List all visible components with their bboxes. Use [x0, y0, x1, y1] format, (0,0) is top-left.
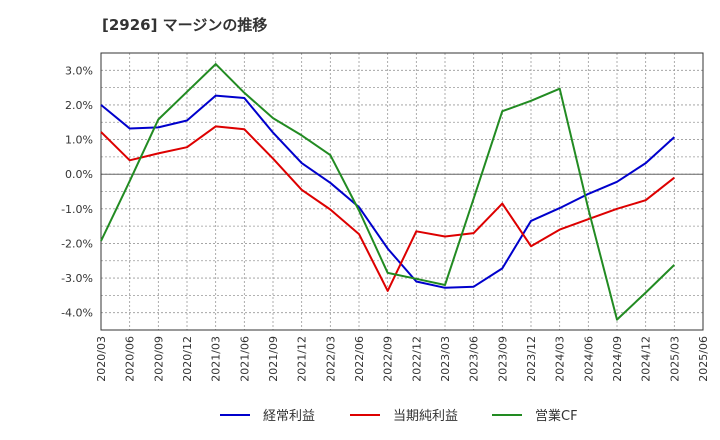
y-tick-label: 3.0% — [65, 64, 93, 77]
y-tick-label: -1.0% — [61, 203, 93, 216]
legend-label-1: 経常利益 — [263, 409, 315, 424]
legend-label-2: 当期純利益 — [393, 409, 458, 424]
x-tick-label: 2023/12 — [525, 336, 538, 382]
y-tick-label: -3.0% — [61, 272, 93, 285]
x-tick-label: 2023/06 — [468, 336, 481, 382]
x-tick-label: 2020/09 — [152, 336, 165, 382]
x-tick-label: 2024/03 — [554, 336, 567, 382]
x-tick-label: 2020/03 — [95, 336, 108, 382]
x-tick-label: 2021/09 — [267, 336, 280, 382]
x-tick-label: 2022/06 — [353, 336, 366, 382]
plot-border — [100, 52, 704, 331]
y-tick-label: 2.0% — [65, 99, 93, 112]
series-lines — [100, 63, 675, 321]
x-tick-label: 2025/03 — [668, 336, 681, 382]
x-tick-label: 2020/12 — [181, 336, 194, 382]
legend-label-3: 営業CF — [535, 408, 578, 424]
x-tick-label: 2022/09 — [382, 336, 395, 382]
x-tick-label: 2023/03 — [439, 336, 452, 382]
series-line-2 — [100, 125, 675, 292]
x-tick-label: 2022/12 — [410, 336, 423, 382]
x-tick-label: 2025/06 — [697, 336, 710, 382]
legend: 経常利益 当期純利益 営業CF — [220, 408, 578, 424]
chart-title: [2926] マージンの推移 — [102, 16, 268, 34]
y-tick-label: -2.0% — [61, 237, 93, 250]
x-tick-label: 2021/12 — [296, 336, 309, 382]
y-tick-label: -4.0% — [61, 307, 93, 320]
x-tick-label: 2023/09 — [496, 336, 509, 382]
series-line-1 — [100, 94, 675, 289]
x-tick-label: 2024/12 — [640, 336, 653, 382]
x-tick-label: 2022/03 — [324, 336, 337, 382]
x-tick-label: 2024/06 — [582, 336, 595, 382]
y-tick-label: 1.0% — [65, 134, 93, 147]
x-tick-label: 2020/06 — [124, 336, 137, 382]
series-line-3 — [100, 63, 675, 321]
x-tick-label: 2021/06 — [238, 336, 251, 382]
x-tick-label: 2024/09 — [611, 336, 624, 382]
axes: 3.0% 2.0% 1.0% 0.0% -1.0% -2.0% -3.0% -4.0% 2020… — [61, 52, 710, 382]
y-tick-label: 0.0% — [65, 168, 93, 181]
x-tick-label: 2021/03 — [210, 336, 223, 382]
